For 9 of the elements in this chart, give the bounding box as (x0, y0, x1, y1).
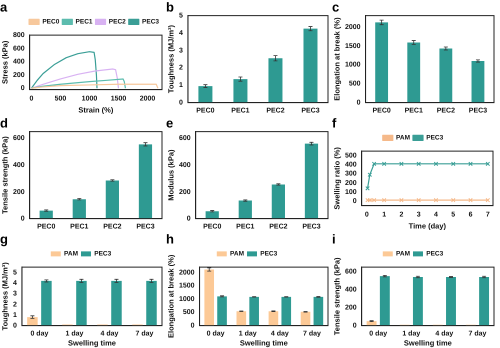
chart-title: e (166, 115, 174, 130)
chart-title: d (0, 115, 8, 130)
chart-title: i (332, 231, 336, 246)
chart-title: b (166, 0, 174, 14)
chart-title: f (332, 115, 337, 130)
chart-title: a (0, 0, 8, 14)
chart-title: h (166, 231, 174, 246)
chart-title: c (332, 0, 340, 14)
chart-title: g (0, 231, 8, 246)
